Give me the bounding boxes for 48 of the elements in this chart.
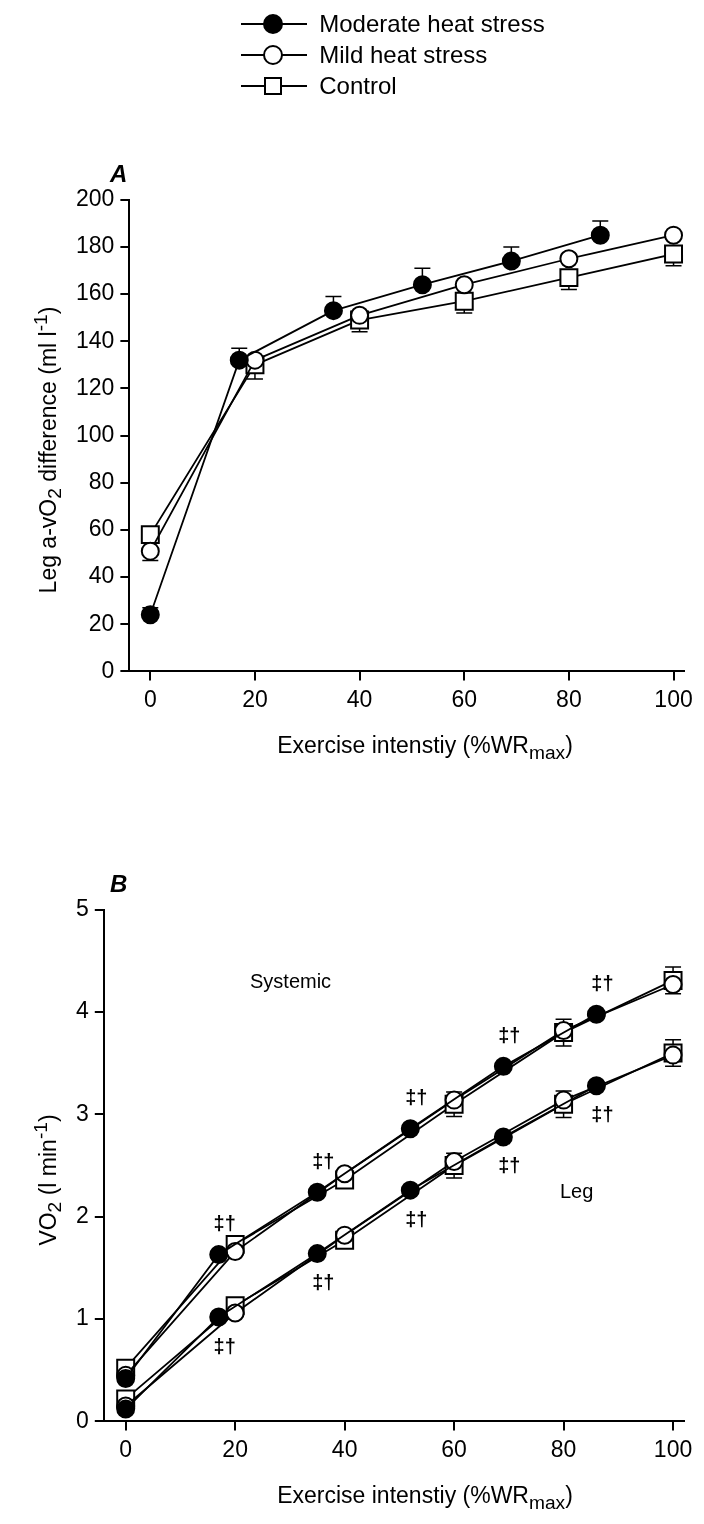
y-tick-label: 80 bbox=[88, 468, 115, 495]
y-tick-label: 180 bbox=[76, 232, 115, 259]
y-tick-label: 40 bbox=[88, 562, 115, 589]
annotation: ‡† bbox=[405, 1207, 428, 1230]
x-tick-label: 60 bbox=[451, 685, 478, 712]
y-tick-label: 0 bbox=[101, 656, 115, 683]
x-tick-label: 20 bbox=[222, 1435, 248, 1462]
x-tick-label: 20 bbox=[242, 685, 268, 712]
y-tick-label: 200 bbox=[76, 185, 115, 212]
annotation: ‡† bbox=[498, 1023, 521, 1046]
x-tick-label: 100 bbox=[654, 685, 693, 712]
annotation: ‡† bbox=[312, 1271, 335, 1294]
legend-label: Mild heat stress bbox=[319, 40, 488, 69]
y-tick-label: 20 bbox=[88, 609, 115, 636]
x-tick-label: 40 bbox=[331, 1435, 358, 1462]
y-tick-label: 160 bbox=[76, 279, 115, 306]
y-tick-label: 3 bbox=[75, 1099, 89, 1126]
y-tick-label: 120 bbox=[76, 373, 115, 400]
y-tick-label: 5 bbox=[75, 895, 89, 922]
y-tick-label: 1 bbox=[75, 1304, 89, 1331]
y-tick-label: 60 bbox=[88, 515, 115, 542]
y-tick-label: 140 bbox=[76, 326, 115, 353]
chart-title: A bbox=[110, 160, 128, 188]
x-axis-title: Exercise intenstiy (%WR$_{max}$) bbox=[276, 1482, 574, 1514]
x-tick-label: 0 bbox=[143, 685, 157, 712]
x-axis-title: Exercise intenstiy (%WR$_{max}$) bbox=[276, 732, 574, 764]
annotation: ‡† bbox=[591, 971, 614, 994]
annotation: ‡† bbox=[213, 1334, 236, 1357]
annotation: ‡† bbox=[591, 1103, 614, 1126]
y-tick-label: 100 bbox=[76, 420, 115, 447]
x-tick-label: 80 bbox=[556, 685, 582, 712]
y-tick-label: 0 bbox=[75, 1406, 89, 1433]
annotation: ‡† bbox=[498, 1154, 521, 1177]
annotation: Systemic bbox=[250, 970, 332, 993]
x-tick-label: 0 bbox=[119, 1435, 133, 1462]
y-tick-label: 2 bbox=[75, 1202, 89, 1229]
x-tick-label: 40 bbox=[346, 685, 373, 712]
annotation: ‡† bbox=[312, 1149, 335, 1172]
legend-label: Control bbox=[319, 71, 397, 100]
annotation: Leg bbox=[560, 1180, 594, 1203]
y-tick-label: 4 bbox=[75, 997, 89, 1024]
x-tick-label: 60 bbox=[441, 1435, 467, 1462]
legend-label: Moderate heat stress bbox=[319, 9, 545, 38]
chart-title: B bbox=[110, 870, 128, 898]
x-tick-label: 80 bbox=[550, 1435, 577, 1462]
annotation: ‡† bbox=[213, 1212, 236, 1235]
annotation: ‡† bbox=[405, 1086, 428, 1109]
x-tick-label: 100 bbox=[653, 1435, 693, 1462]
